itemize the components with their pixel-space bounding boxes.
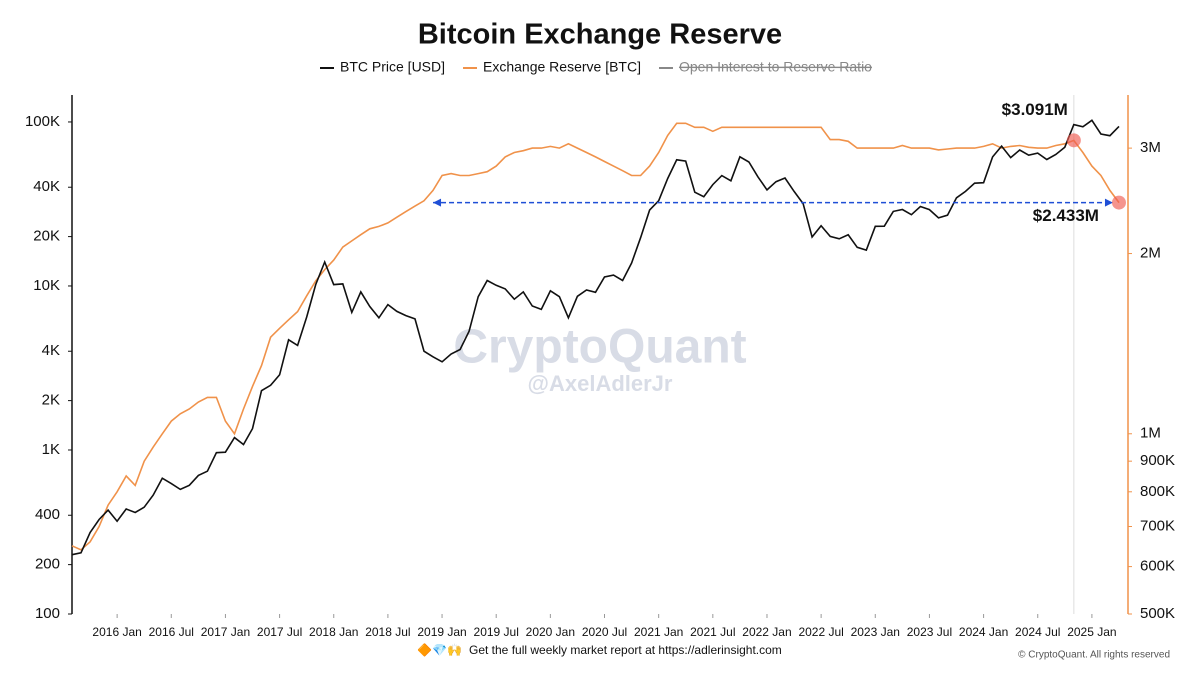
x-tick-label: 2024 Jan (959, 625, 1008, 639)
x-tick-label: 2022 Jul (798, 625, 843, 639)
y-tick-label: 100 (35, 605, 60, 622)
y-tick-label: 400 (35, 506, 60, 523)
watermark-sub: @AxelAdlerJr (528, 371, 673, 396)
y-tick-label: 1K (42, 441, 60, 458)
legend-label: Open Interest to Reserve Ratio (679, 59, 872, 75)
legend-label: BTC Price [USD] (340, 59, 445, 75)
x-tick-label: 2017 Jul (257, 625, 302, 639)
y2-tick-label: 700K (1140, 517, 1175, 534)
x-tick-label: 2019 Jan (417, 625, 466, 639)
legend-label: Exchange Reserve [BTC] (483, 59, 641, 75)
x-tick-label: 2024 Jul (1015, 625, 1060, 639)
y2-tick-label: 900K (1140, 452, 1175, 469)
x-tick-label: 2018 Jul (365, 625, 410, 639)
y-tick-label: 20K (33, 228, 60, 245)
y2-tick-label: 2M (1140, 245, 1161, 262)
x-tick-label: 2020 Jul (582, 625, 627, 639)
x-tick-label: 2021 Jan (634, 625, 683, 639)
x-tick-label: 2020 Jan (526, 625, 575, 639)
annotation-label: $3.091M (1002, 100, 1068, 119)
chart-title: Bitcoin Exchange Reserve (418, 19, 782, 51)
annotation-dot (1066, 133, 1081, 148)
x-tick-label: 2019 Jul (474, 625, 519, 639)
annotation-label: $2.433M (1033, 206, 1099, 225)
y-tick-label: 2K (42, 392, 60, 409)
x-tick-label: 2016 Jan (92, 625, 141, 639)
annotation-dot (1111, 195, 1126, 210)
footer: Get the full weekly market report at htt… (469, 643, 782, 657)
y-tick-label: 10K (33, 277, 60, 294)
y2-tick-label: 600K (1140, 558, 1175, 575)
y2-tick-label: 800K (1140, 483, 1175, 500)
y-tick-label: 4K (42, 342, 60, 359)
x-tick-label: 2016 Jul (149, 625, 194, 639)
arrow-head (1104, 198, 1113, 207)
y2-tick-label: 3M (1140, 139, 1161, 156)
y2-tick-label: 1M (1140, 425, 1161, 442)
series-line (71, 119, 1120, 556)
x-tick-label: 2017 Jan (201, 625, 250, 639)
y-tick-label: 40K (33, 178, 60, 195)
series-line (71, 122, 1120, 551)
y2-tick-label: 500K (1140, 605, 1175, 622)
x-tick-label: 2025 Jan (1067, 625, 1116, 639)
x-tick-label: 2022 Jan (742, 625, 791, 639)
copyright: © CryptoQuant. All rights reserved (1018, 650, 1170, 661)
y-tick-label: 100K (25, 113, 60, 130)
x-tick-label: 2018 Jan (309, 625, 358, 639)
x-tick-label: 2021 Jul (690, 625, 735, 639)
y-tick-label: 200 (35, 556, 60, 573)
x-tick-label: 2023 Jul (907, 625, 952, 639)
x-tick-label: 2023 Jan (851, 625, 900, 639)
arrow-tail (433, 198, 442, 207)
footer-icons: 🔶💎🙌 (417, 643, 462, 657)
watermark: CryptoQuant (453, 321, 746, 374)
